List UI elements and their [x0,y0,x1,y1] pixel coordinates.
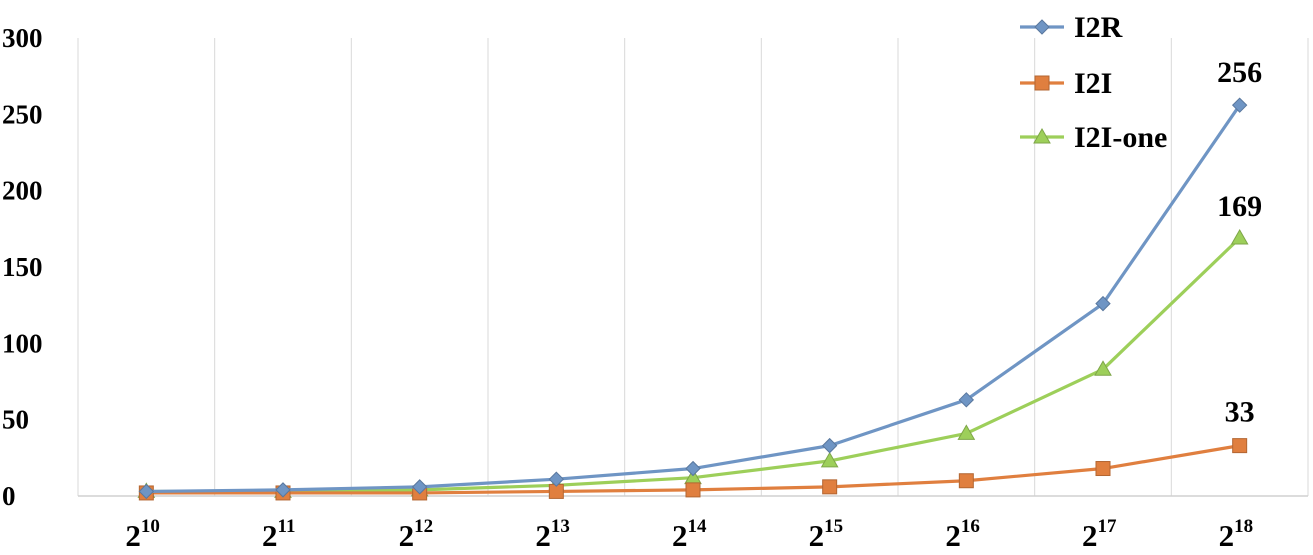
legend-label: I2I [1074,67,1112,100]
data-point-i2i-one [1094,360,1112,376]
gridlines [77,38,1309,496]
x-tick-label: 215 [809,516,844,553]
x-tick-label: 217 [1082,516,1117,553]
y-tick-label: 250 [2,99,43,129]
legend: I2R I2I I2I-one [1020,11,1167,154]
y-axis-ticks: 0 50 100 150 200 250 300 [2,23,43,511]
data-labels: 256 169 33 [1217,56,1262,428]
data-point-i2i [685,482,701,498]
data-point-i2r [275,482,291,498]
y-tick-label: 300 [2,23,43,53]
legend-item-i2i: I2I [1020,67,1112,100]
data-point-i2i-one [820,451,839,468]
x-tick-label: 213 [535,516,570,553]
legend-item-i2i-one: I2I-one [1020,121,1167,154]
y-tick-label: 100 [2,328,43,358]
data-point-i2i [958,473,974,489]
x-axis-ticks: 210 211 212 213 214 215 216 217 218 [125,516,1253,553]
data-point-i2r [958,392,975,408]
data-point-i2r [1231,97,1248,113]
data-point-i2r [138,483,155,500]
y-tick-label: 150 [2,252,43,282]
series-line-i2r [146,104,1241,494]
data-label: 33 [1225,396,1255,429]
x-tick-label: 216 [945,516,980,553]
y-tick-label: 50 [2,405,29,435]
x-tick-label: 214 [672,516,707,553]
data-label: 256 [1217,56,1262,89]
y-tick-label: 200 [2,176,43,206]
data-label: 169 [1217,190,1262,223]
series-i2r [138,97,1248,500]
series-group [137,97,1249,501]
series-line-i2i-one [146,236,1241,494]
data-point-i2i [1232,438,1248,454]
data-point-i2i [1095,461,1111,477]
data-point-i2r [821,437,838,454]
data-point-i2i-one [1230,228,1249,245]
data-point-i2r [685,460,701,477]
legend-marker [1034,19,1050,35]
data-point-i2i [822,479,838,495]
legend-label: I2R [1074,11,1123,44]
y-tick-label: 0 [2,481,16,511]
x-tick-label: 211 [262,516,295,553]
legend-label: I2I-one [1074,121,1167,154]
x-tick-label: 210 [125,516,160,553]
data-point-i2r [548,471,565,487]
data-point-i2r [411,479,428,495]
legend-marker [1033,127,1051,144]
legend-item-i2r: I2R [1020,11,1123,44]
data-point-i2r [1095,295,1111,312]
x-tick-label: 212 [399,516,434,553]
x-tick-label: 218 [1219,516,1254,553]
legend-marker [1034,75,1050,91]
series-i2i-one [137,228,1249,498]
data-point-i2i-one [957,424,976,440]
